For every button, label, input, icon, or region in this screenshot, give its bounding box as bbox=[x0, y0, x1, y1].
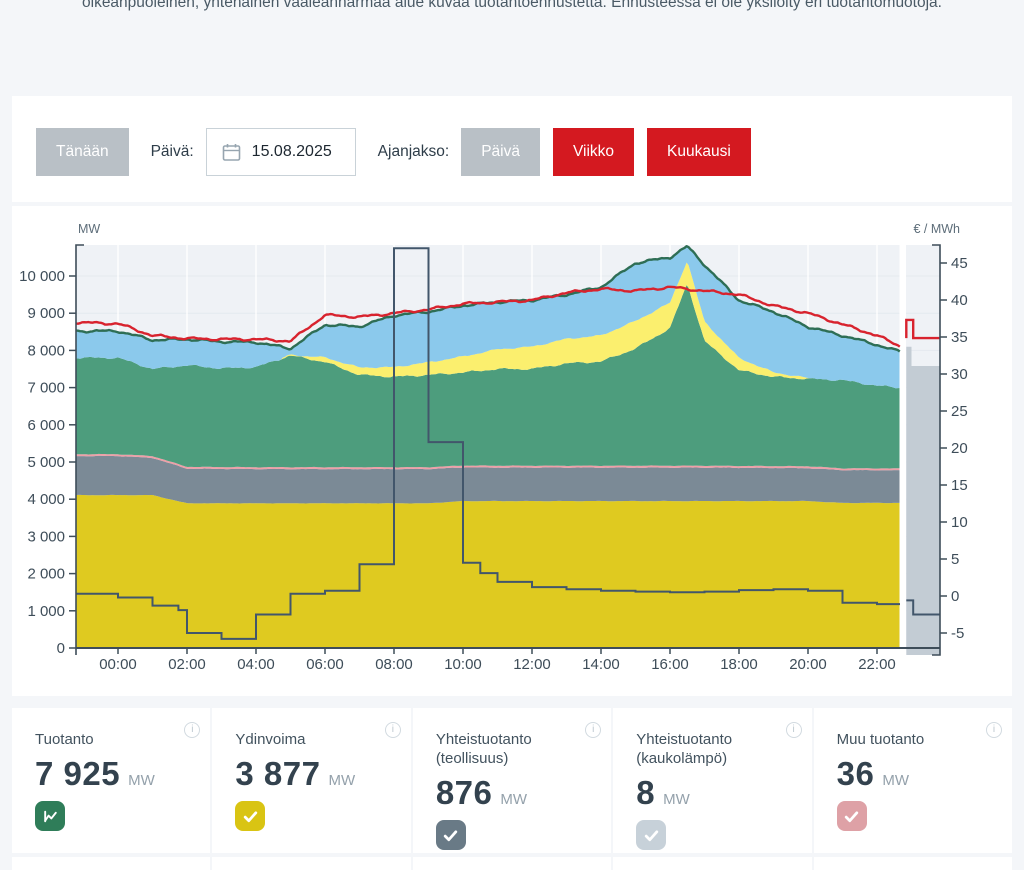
svg-text:9 000: 9 000 bbox=[27, 305, 65, 322]
checkmark-icon bbox=[836, 801, 867, 831]
period-month-button[interactable]: Kuukausi bbox=[647, 128, 751, 176]
svg-text:14:00: 14:00 bbox=[582, 656, 620, 673]
info-icon[interactable]: i bbox=[986, 722, 1003, 738]
production-card-2: i Ydinvoima 3 877 MW bbox=[212, 708, 411, 853]
svg-text:8 000: 8 000 bbox=[27, 342, 65, 359]
svg-text:0: 0 bbox=[57, 640, 65, 657]
production-card-1: i Tuotanto 7 925 MW bbox=[12, 708, 211, 853]
controls-panel: Tänään Päivä: 15.08.2025 Ajanjakso: Päiv… bbox=[12, 96, 1012, 202]
card-value: 876 bbox=[435, 774, 493, 811]
card-value: 8 bbox=[636, 774, 656, 811]
info-icon[interactable]: i bbox=[585, 722, 602, 738]
card-unit: MW bbox=[328, 772, 356, 789]
forecast-note-text: oikeanpuoleinen, yhtenäinen vaaleanharma… bbox=[82, 0, 942, 11]
checkmark-icon bbox=[235, 801, 266, 831]
card-title: Yhteistuotanto (kaukolämpö) bbox=[636, 731, 733, 767]
card-placeholder bbox=[613, 857, 812, 870]
date-label: Päivä: bbox=[150, 143, 194, 160]
svg-text:MW: MW bbox=[78, 222, 100, 236]
card-unit: MW bbox=[882, 772, 909, 789]
card-value: 7 925 bbox=[35, 755, 121, 792]
card-placeholder bbox=[212, 857, 411, 870]
card-title: Tuotanto bbox=[35, 731, 94, 748]
svg-text:45: 45 bbox=[951, 255, 968, 272]
svg-text:10 000: 10 000 bbox=[19, 268, 65, 285]
svg-text:08:00: 08:00 bbox=[375, 656, 413, 673]
svg-text:4 000: 4 000 bbox=[27, 491, 65, 508]
svg-text:16:00: 16:00 bbox=[651, 656, 689, 673]
svg-text:18:00: 18:00 bbox=[720, 656, 758, 673]
card-placeholder bbox=[412, 857, 612, 870]
svg-text:2 000: 2 000 bbox=[27, 566, 65, 583]
card-unit: MW bbox=[128, 772, 155, 789]
svg-text:6 000: 6 000 bbox=[27, 417, 65, 434]
today-button[interactable]: Tänään bbox=[36, 128, 129, 176]
svg-text:10: 10 bbox=[951, 514, 968, 531]
svg-text:1 000: 1 000 bbox=[27, 603, 65, 620]
period-week-button[interactable]: Viikko bbox=[552, 128, 635, 176]
production-chart-panel: 0 1 000 2 000 3 000 4 000 5 000 6 000 7 000 8 00… bbox=[12, 206, 1012, 696]
svg-text:06:00: 06:00 bbox=[306, 656, 344, 673]
production-card-5: i Muu tuotanto 36 MW bbox=[813, 708, 1013, 853]
card-unit: MW bbox=[663, 791, 690, 808]
production-chart[interactable]: 0 1 000 2 000 3 000 4 000 5 000 6 000 7 000 8 00… bbox=[12, 206, 1012, 696]
svg-text:35: 35 bbox=[951, 329, 968, 346]
production-card-4: i Yhteistuotanto (kaukolämpö) 8 MW bbox=[613, 708, 812, 853]
svg-text:5 000: 5 000 bbox=[27, 454, 65, 471]
svg-text:0: 0 bbox=[951, 588, 959, 605]
card-title: Yhteistuotanto (teollisuus) bbox=[435, 731, 532, 767]
production-card-3: i Yhteistuotanto (teollisuus) 876 MW bbox=[412, 708, 612, 853]
period-day-button[interactable]: Päivä bbox=[461, 128, 540, 176]
svg-text:30: 30 bbox=[951, 366, 968, 383]
calendar-icon bbox=[221, 142, 242, 163]
card-value: 3 877 bbox=[235, 755, 321, 792]
info-icon[interactable]: i bbox=[184, 722, 201, 738]
svg-text:00:00: 00:00 bbox=[99, 656, 137, 673]
card-title: Ydinvoima bbox=[235, 731, 306, 748]
period-label: Ajanjakso: bbox=[377, 143, 450, 160]
date-value: 15.08.2025 bbox=[251, 143, 332, 160]
svg-text:12:00: 12:00 bbox=[513, 656, 551, 673]
svg-text:€ / MWh: € / MWh bbox=[913, 222, 960, 236]
svg-text:-5: -5 bbox=[951, 625, 964, 642]
svg-text:20: 20 bbox=[951, 440, 968, 457]
svg-text:15: 15 bbox=[951, 477, 968, 494]
trend-chart-icon bbox=[35, 801, 65, 831]
svg-text:25: 25 bbox=[951, 403, 968, 420]
info-icon[interactable]: i bbox=[785, 722, 802, 738]
checkmark-icon bbox=[636, 820, 667, 850]
svg-text:3 000: 3 000 bbox=[27, 528, 65, 545]
svg-text:5: 5 bbox=[951, 551, 959, 568]
card-unit: MW bbox=[500, 791, 528, 808]
card-placeholder bbox=[12, 857, 211, 870]
svg-text:7 000: 7 000 bbox=[27, 380, 65, 397]
svg-text:20:00: 20:00 bbox=[789, 656, 827, 673]
svg-text:02:00: 02:00 bbox=[168, 656, 206, 673]
svg-text:10:00: 10:00 bbox=[444, 656, 482, 673]
card-value: 36 bbox=[836, 755, 875, 792]
card-title: Muu tuotanto bbox=[836, 731, 925, 748]
date-input[interactable]: 15.08.2025 bbox=[205, 128, 356, 176]
second-card-row bbox=[12, 857, 1013, 870]
svg-text:22:00: 22:00 bbox=[858, 656, 896, 673]
svg-text:40: 40 bbox=[951, 292, 968, 309]
svg-text:04:00: 04:00 bbox=[237, 656, 275, 673]
production-summary-cards: i Tuotanto 7 925 MW i Ydinvoima 3 877 MW i Yhteis… bbox=[12, 708, 1013, 853]
card-placeholder bbox=[813, 857, 1013, 870]
checkmark-icon bbox=[435, 820, 466, 850]
info-icon[interactable]: i bbox=[384, 722, 401, 738]
